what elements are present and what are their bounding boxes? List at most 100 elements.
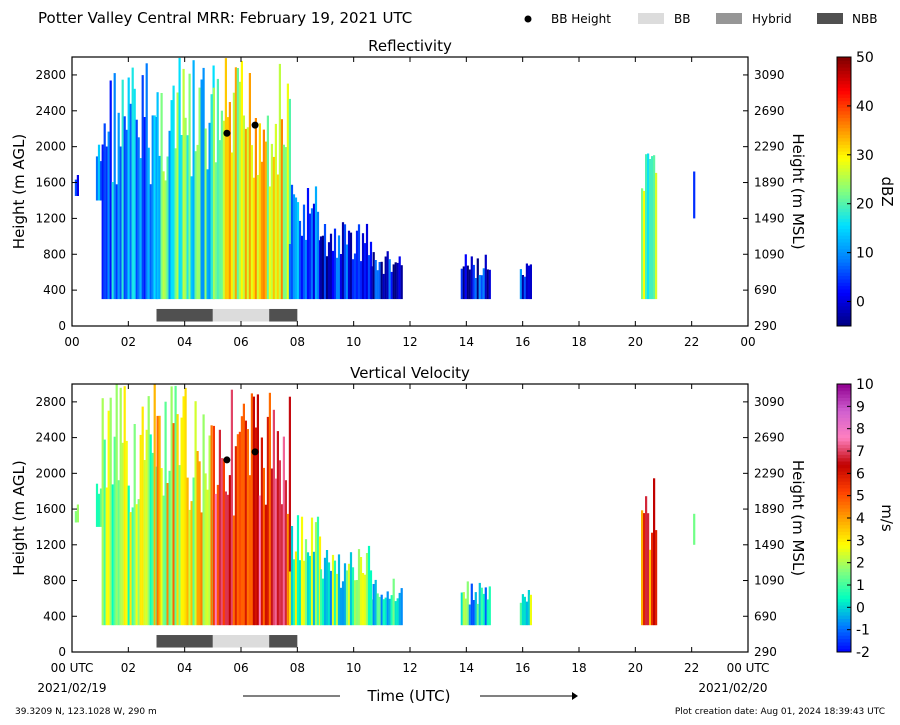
- echo-column: [254, 427, 257, 626]
- echo-column: [258, 495, 261, 626]
- echo-column: [242, 403, 245, 626]
- echo-column: [252, 396, 255, 626]
- echo-column: [127, 77, 130, 300]
- echo-column: [188, 509, 191, 626]
- colorbar-step: [837, 114, 851, 119]
- y-tick-label-right: 1090: [754, 247, 785, 261]
- colorbar-step: [837, 477, 851, 482]
- colorbar-step: [837, 467, 851, 472]
- echo-column: [394, 601, 397, 626]
- colorbar-step: [837, 501, 851, 506]
- echo-column: [292, 194, 296, 300]
- echo-column: [268, 186, 271, 300]
- colorbar-step: [837, 194, 851, 199]
- echo-column: [240, 60, 243, 300]
- echo-column: [276, 174, 279, 300]
- echo-column: [486, 599, 489, 626]
- echo-column: [97, 493, 101, 527]
- bb-class-segment: [156, 308, 213, 322]
- echo-column: [166, 483, 169, 626]
- echo-column: [478, 582, 481, 626]
- colorbar-step: [837, 201, 851, 206]
- echo-column: [115, 384, 118, 626]
- echo-column: [101, 144, 104, 300]
- echo-column: [212, 425, 215, 626]
- echo-column: [137, 499, 140, 626]
- echo-column: [488, 269, 491, 300]
- echo-column: [97, 144, 101, 201]
- echo-column: [372, 584, 375, 626]
- colorbar-step: [837, 70, 851, 75]
- echo-column: [274, 123, 277, 300]
- legend-label-nbb: NBB: [852, 12, 877, 26]
- x-tick-label: 14: [459, 661, 474, 675]
- echo-column: [260, 437, 263, 626]
- echo-column: [244, 128, 247, 300]
- echo-column: [230, 389, 233, 626]
- echo-column: [292, 559, 296, 626]
- echo-column: [641, 510, 644, 626]
- echo-column: [143, 117, 146, 300]
- colorbar-step: [837, 524, 851, 529]
- colorbar-step: [837, 404, 851, 408]
- echo-column: [466, 581, 469, 626]
- echo-column: [192, 477, 195, 626]
- y-tick-label-right: 1090: [754, 574, 785, 588]
- colorbar-step: [837, 238, 851, 243]
- echo-column: [141, 406, 144, 626]
- echo-column: [288, 396, 291, 626]
- echo-column: [476, 258, 479, 300]
- echo-column: [170, 386, 173, 626]
- colorbar-step: [837, 430, 851, 435]
- echo-column: [196, 144, 199, 300]
- echo-column: [290, 184, 294, 300]
- echo-column: [351, 259, 355, 300]
- legend-nbb-swatch: [817, 13, 843, 24]
- echo-field: [74, 57, 696, 300]
- echo-column: [250, 393, 253, 626]
- echo-column: [374, 579, 377, 626]
- echo-column: [280, 119, 283, 300]
- colorbar-step: [837, 312, 851, 317]
- echo-column: [228, 475, 231, 626]
- time-arrow: [243, 692, 578, 700]
- echo-column: [105, 487, 108, 626]
- echo-column: [314, 186, 318, 300]
- echo-column: [304, 239, 308, 300]
- echo-column: [647, 153, 650, 300]
- echo-column: [649, 549, 652, 626]
- echo-column: [380, 594, 383, 626]
- echo-column: [655, 172, 658, 300]
- echo-column: [228, 102, 231, 300]
- colorbar-step: [837, 191, 851, 196]
- echo-column: [521, 275, 524, 300]
- x-tick-label: 00: [64, 335, 79, 349]
- echo-column: [178, 465, 181, 626]
- x-axis-label: Time (UTC): [367, 687, 451, 705]
- echo-column: [206, 489, 209, 626]
- echo-column: [298, 220, 302, 300]
- colorbar-tick-label: 9: [856, 399, 865, 415]
- colorbar-frame: [836, 56, 852, 327]
- echo-column: [164, 401, 167, 626]
- echo-column: [115, 184, 118, 300]
- echo-column: [400, 265, 403, 300]
- bb-class-segment: [269, 308, 298, 322]
- y-tick-label: 2000: [35, 140, 66, 154]
- echo-column: [468, 604, 471, 626]
- echo-column: [308, 213, 312, 300]
- echo-column: [341, 581, 345, 626]
- colorbar-step: [837, 427, 851, 432]
- echo-column: [101, 398, 104, 626]
- echo-column: [214, 493, 217, 626]
- echo-column: [345, 570, 349, 626]
- echo-column: [282, 144, 285, 300]
- y-tick-label-right: 2690: [754, 431, 785, 445]
- echo-column: [95, 156, 99, 201]
- colorbar-step: [837, 100, 851, 105]
- x-tick-label: 18: [571, 335, 586, 349]
- echo-column: [226, 117, 229, 300]
- colorbar-step: [837, 611, 851, 616]
- colorbar-step: [837, 444, 851, 449]
- echo-column: [158, 155, 161, 300]
